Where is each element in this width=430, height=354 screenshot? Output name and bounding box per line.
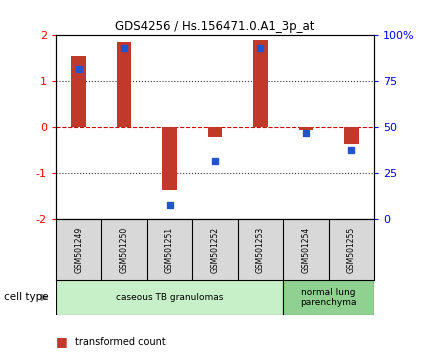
- Bar: [162, 127, 177, 190]
- Text: cell type: cell type: [4, 292, 49, 302]
- Text: GSM501254: GSM501254: [301, 227, 310, 273]
- Bar: [299, 127, 313, 130]
- Bar: [208, 127, 222, 137]
- Text: ■: ■: [56, 335, 68, 348]
- Bar: [253, 40, 268, 127]
- Bar: [117, 42, 131, 127]
- Text: GSM501249: GSM501249: [74, 227, 83, 273]
- Bar: [56, 280, 283, 315]
- Text: normal lung
parenchyma: normal lung parenchyma: [301, 288, 357, 307]
- Title: GDS4256 / Hs.156471.0.A1_3p_at: GDS4256 / Hs.156471.0.A1_3p_at: [115, 20, 315, 33]
- Text: transformed count: transformed count: [75, 337, 166, 347]
- Bar: [283, 280, 374, 315]
- Text: caseous TB granulomas: caseous TB granulomas: [116, 293, 223, 302]
- Bar: [71, 56, 86, 127]
- Text: GSM501251: GSM501251: [165, 227, 174, 273]
- Bar: [344, 127, 359, 144]
- Text: GSM501252: GSM501252: [211, 227, 219, 273]
- Text: GSM501253: GSM501253: [256, 227, 265, 273]
- Text: GSM501255: GSM501255: [347, 227, 356, 273]
- Text: GSM501250: GSM501250: [120, 227, 129, 273]
